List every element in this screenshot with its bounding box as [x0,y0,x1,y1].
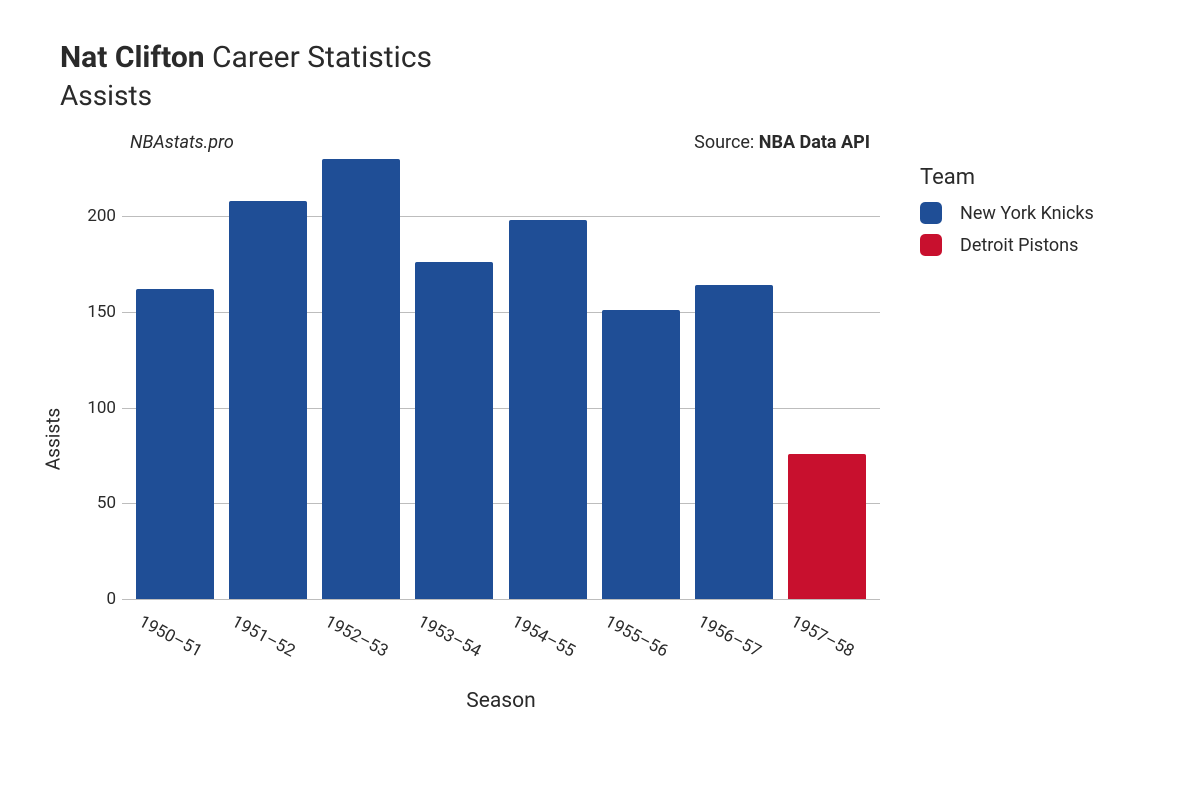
bar [788,454,866,599]
bar [602,310,680,599]
x-tick-labels: 1950–511951–521952–531953–541954–551955–… [122,607,880,627]
x-tick: 1954–55 [499,607,577,661]
credits-row: NBAstats.pro Source: NBA Data API [60,132,1170,153]
x-axis-label: Season [122,689,880,713]
x-tick: 1956–57 [686,607,764,661]
x-tick: 1957–58 [779,607,857,661]
legend-item: Detroit Pistons [920,234,1094,256]
chart-row: Assists 050100150200 1950–511951–521952–… [60,159,1170,719]
gridline [122,599,880,600]
x-tick: 1951–52 [219,607,297,661]
bar [322,159,400,599]
y-tick: 0 [80,589,116,609]
y-tick: 100 [80,398,116,418]
legend-label: Detroit Pistons [960,235,1078,256]
bar [136,289,214,599]
source-value: NBA Data API [759,132,870,153]
y-tick: 50 [80,493,116,513]
title-player-name: Nat Clifton [60,40,205,75]
plot-area [122,159,880,599]
bars-group [122,159,880,599]
legend: Team New York Knicks Detroit Pistons [920,165,1094,266]
source-text: Source: NBA Data API [694,132,870,153]
y-tick: 150 [80,302,116,322]
legend-label: New York Knicks [960,203,1094,224]
title-suffix: Career Statistics [205,40,432,75]
x-tick: 1955–56 [592,607,670,661]
bar [415,262,493,599]
legend-item: New York Knicks [920,202,1094,224]
chart-area: Assists 050100150200 1950–511951–521952–… [60,159,880,719]
legend-swatch [920,202,942,224]
y-axis-label: Assists [42,408,65,470]
bar [509,220,587,599]
legend-swatch [920,234,942,256]
legend-items: New York Knicks Detroit Pistons [920,202,1094,256]
x-tick: 1950–51 [126,607,204,661]
bar [229,201,307,599]
source-label: Source: [694,132,759,153]
x-tick: 1953–54 [406,607,484,661]
y-tick: 200 [80,206,116,226]
legend-title: Team [920,165,1094,190]
chart-subtitle: Assists [60,79,1170,112]
x-tick: 1952–53 [313,607,391,661]
chart-title: Nat Clifton Career Statistics [60,40,1170,75]
watermark-text: NBAstats.pro [130,132,234,153]
chart-container: Nat Clifton Career Statistics Assists NB… [0,0,1200,800]
bar [695,285,773,599]
